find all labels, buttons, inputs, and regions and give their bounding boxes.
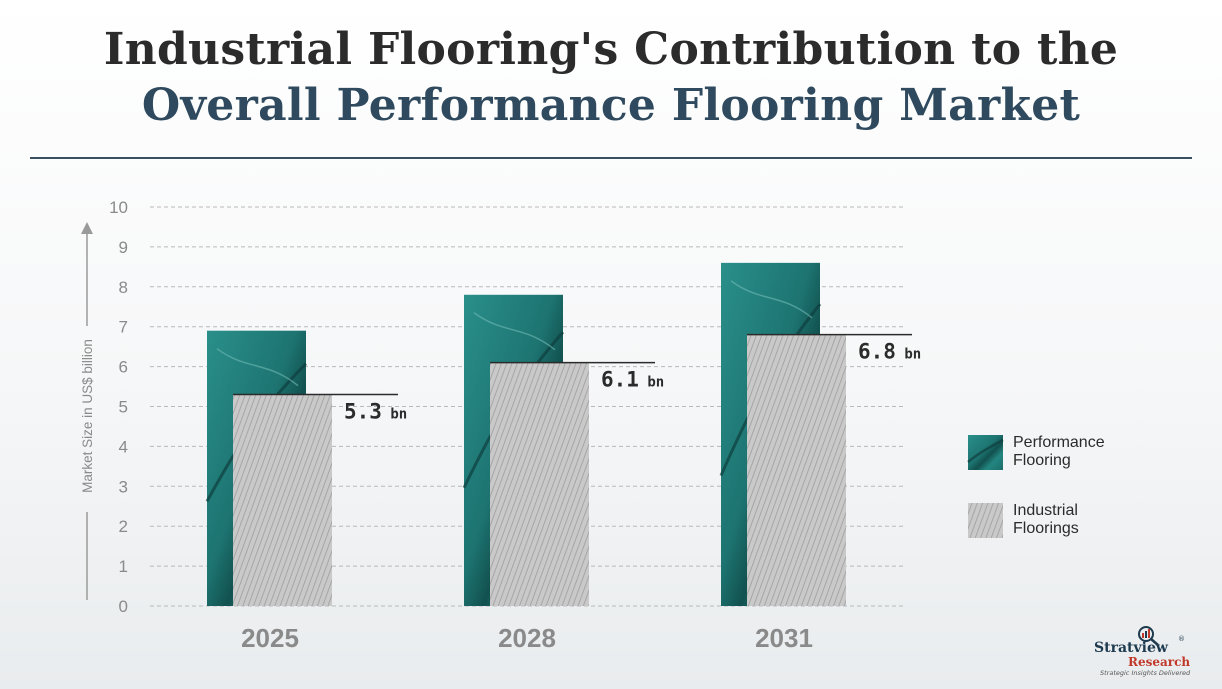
- x-category-label: 2025: [241, 623, 299, 653]
- title-line-2: Overall Performance Flooring Market: [141, 80, 1081, 131]
- legend-swatch-vein: [967, 438, 1004, 463]
- value-label-number: 6.1: [601, 368, 639, 392]
- legend-label-line: Floorings: [1013, 520, 1079, 537]
- value-label-unit: bn: [382, 407, 407, 423]
- y-axis-arrow-head: [81, 222, 93, 234]
- legend-label-line: Flooring: [1013, 452, 1071, 469]
- y-tick-label: 3: [119, 477, 128, 496]
- y-tick-label: 0: [119, 597, 128, 616]
- y-tick-label: 2: [119, 517, 128, 536]
- x-category-label: 2028: [498, 623, 556, 653]
- value-label-unit: bn: [639, 375, 664, 391]
- bar-marble-vein: [730, 280, 813, 319]
- bar-industrial-floorings: [490, 362, 589, 606]
- y-axis-title: Market Size in US$ billion: [80, 339, 95, 493]
- title-line-1: Industrial Flooring's Contribution to th…: [103, 24, 1119, 75]
- value-label-number: 6.8: [858, 340, 896, 364]
- value-label-number: 5.3: [344, 400, 382, 424]
- y-tick-label: 5: [119, 398, 128, 417]
- legend-swatch-industrial-floorings: [968, 503, 1003, 538]
- brand-tagline: Strategic Insights Delivered: [1100, 669, 1191, 677]
- bar-marble-vein: [216, 348, 299, 387]
- bar-industrial-floorings: [747, 334, 846, 606]
- y-tick-label: 8: [119, 278, 128, 297]
- legend-label-performance-flooring: Performance Flooring: [1013, 434, 1105, 469]
- y-tick-label: 1: [119, 557, 128, 576]
- legend-label-line: Industrial: [1013, 502, 1078, 519]
- legend-swatch-performance-flooring: [968, 435, 1003, 470]
- value-label: 6.8 bn: [858, 340, 921, 364]
- stratview-logo: Stratview ® Research Strategic Insights …: [1092, 624, 1212, 680]
- logo-magnifier-icon: [1138, 626, 1159, 646]
- legend-label-line: Performance: [1013, 434, 1105, 451]
- bar-industrial-floorings: [233, 394, 332, 606]
- y-tick-label: 6: [119, 358, 128, 377]
- brand-name: Stratview: [1094, 640, 1168, 656]
- brand-registered-mark: ®: [1178, 635, 1185, 643]
- brand-sub: Research: [1128, 655, 1191, 669]
- y-tick-label: 4: [119, 437, 128, 456]
- value-label: 5.3 bn: [344, 400, 407, 424]
- page-title: Industrial Flooring's Contribution to th…: [0, 22, 1222, 134]
- bar-marble-vein: [473, 312, 556, 351]
- y-tick-label: 7: [119, 318, 128, 337]
- value-label: 6.1 bn: [601, 368, 664, 392]
- title-divider: [30, 157, 1192, 159]
- legend-label-industrial-floorings: Industrial Floorings: [1013, 502, 1079, 537]
- y-tick-label: 9: [119, 238, 128, 257]
- y-tick-label: 10: [109, 198, 128, 217]
- value-label-unit: bn: [896, 347, 921, 363]
- x-category-label: 2031: [755, 623, 813, 653]
